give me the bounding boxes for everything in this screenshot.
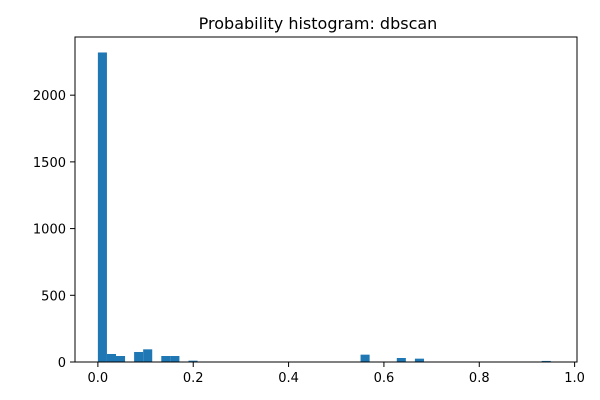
y-tick-label: 1500 <box>33 156 66 171</box>
histogram-bar <box>134 351 144 362</box>
histogram-bars <box>97 52 551 362</box>
histogram-bar <box>396 358 406 362</box>
y-axis: 0 500 1000 1500 2000 <box>33 89 75 371</box>
histogram-bar <box>541 360 551 362</box>
histogram-bar <box>161 356 171 362</box>
y-tick-label: 2000 <box>33 89 66 104</box>
x-tick-label: 0.2 <box>183 371 204 386</box>
histogram-bar <box>143 349 153 362</box>
histogram-bar <box>170 356 180 362</box>
histogram-bar <box>414 358 424 362</box>
histogram-bar <box>188 360 198 362</box>
x-tick-label: 0.4 <box>278 371 299 386</box>
x-axis: 0.0 0.2 0.4 0.6 0.8 1.0 <box>88 362 585 386</box>
axes-frame <box>74 36 578 363</box>
x-tick-label: 1.0 <box>564 371 585 386</box>
y-tick-label: 0 <box>58 356 66 371</box>
histogram-bar <box>106 354 116 362</box>
histogram-bar <box>360 354 370 362</box>
y-tick-label: 1000 <box>33 223 66 238</box>
histogram-bar <box>116 356 126 362</box>
x-tick-label: 0.0 <box>88 371 109 386</box>
chart-title: Probability histogram: dbscan <box>199 14 438 33</box>
y-tick-label: 500 <box>41 289 66 304</box>
histogram-bar <box>97 52 107 362</box>
x-tick-label: 0.6 <box>374 371 395 386</box>
x-tick-label: 0.8 <box>469 371 490 386</box>
